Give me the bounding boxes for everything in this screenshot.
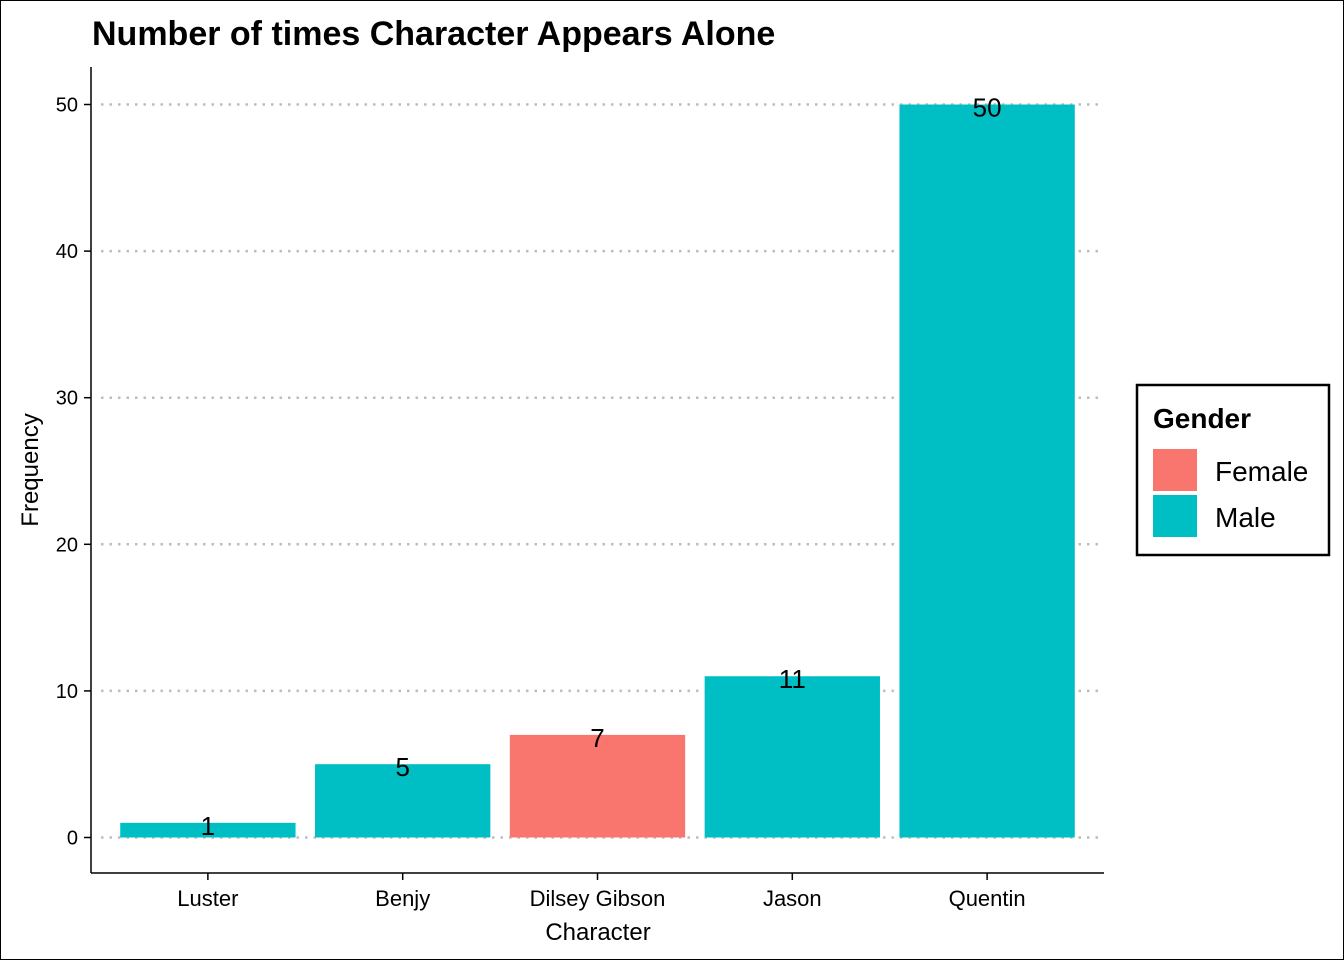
x-axis-title: Character [545, 919, 650, 946]
x-tick-label: Quentin [949, 886, 1026, 911]
y-tick-label: 20 [56, 534, 78, 556]
legend-swatch-female [1153, 449, 1197, 491]
y-tick-label: 30 [56, 388, 78, 410]
data-labels: 1 5 7 11 50 [201, 93, 1002, 841]
bars [120, 104, 1075, 838]
y-axis-title: Frequency [17, 413, 44, 526]
bar [704, 676, 880, 838]
x-tick-label: Luster [177, 886, 238, 911]
data-label: 1 [201, 811, 215, 841]
legend-label-female: Female [1215, 456, 1308, 487]
data-label: 7 [590, 723, 604, 753]
y-tick-label: 40 [56, 241, 78, 263]
x-tick-label: Dilsey Gibson [530, 886, 666, 911]
bar [509, 734, 686, 838]
data-label: 11 [779, 664, 806, 694]
y-tick-label: 0 [67, 828, 78, 850]
x-tick-label: Benjy [375, 886, 430, 911]
chart-title: Number of times Character Appears Alone [92, 15, 775, 53]
y-tick-label: 50 [56, 95, 78, 117]
bar [120, 822, 296, 838]
bar [899, 104, 1075, 838]
legend: Gender Female Male [1135, 383, 1331, 557]
x-axis-ticks: Luster Benjy Dilsey Gibson Jason Quentin [177, 873, 1026, 911]
legend-label-male: Male [1215, 502, 1276, 533]
bar [315, 764, 491, 838]
y-axis-ticks: 0 10 20 30 40 50 [56, 95, 91, 850]
y-tick-label: 10 [56, 681, 78, 703]
legend-swatch-male [1153, 495, 1197, 537]
legend-title: Gender [1153, 403, 1251, 434]
data-label: 50 [973, 93, 1002, 123]
x-tick-label: Jason [763, 886, 822, 911]
data-label: 5 [395, 752, 409, 782]
